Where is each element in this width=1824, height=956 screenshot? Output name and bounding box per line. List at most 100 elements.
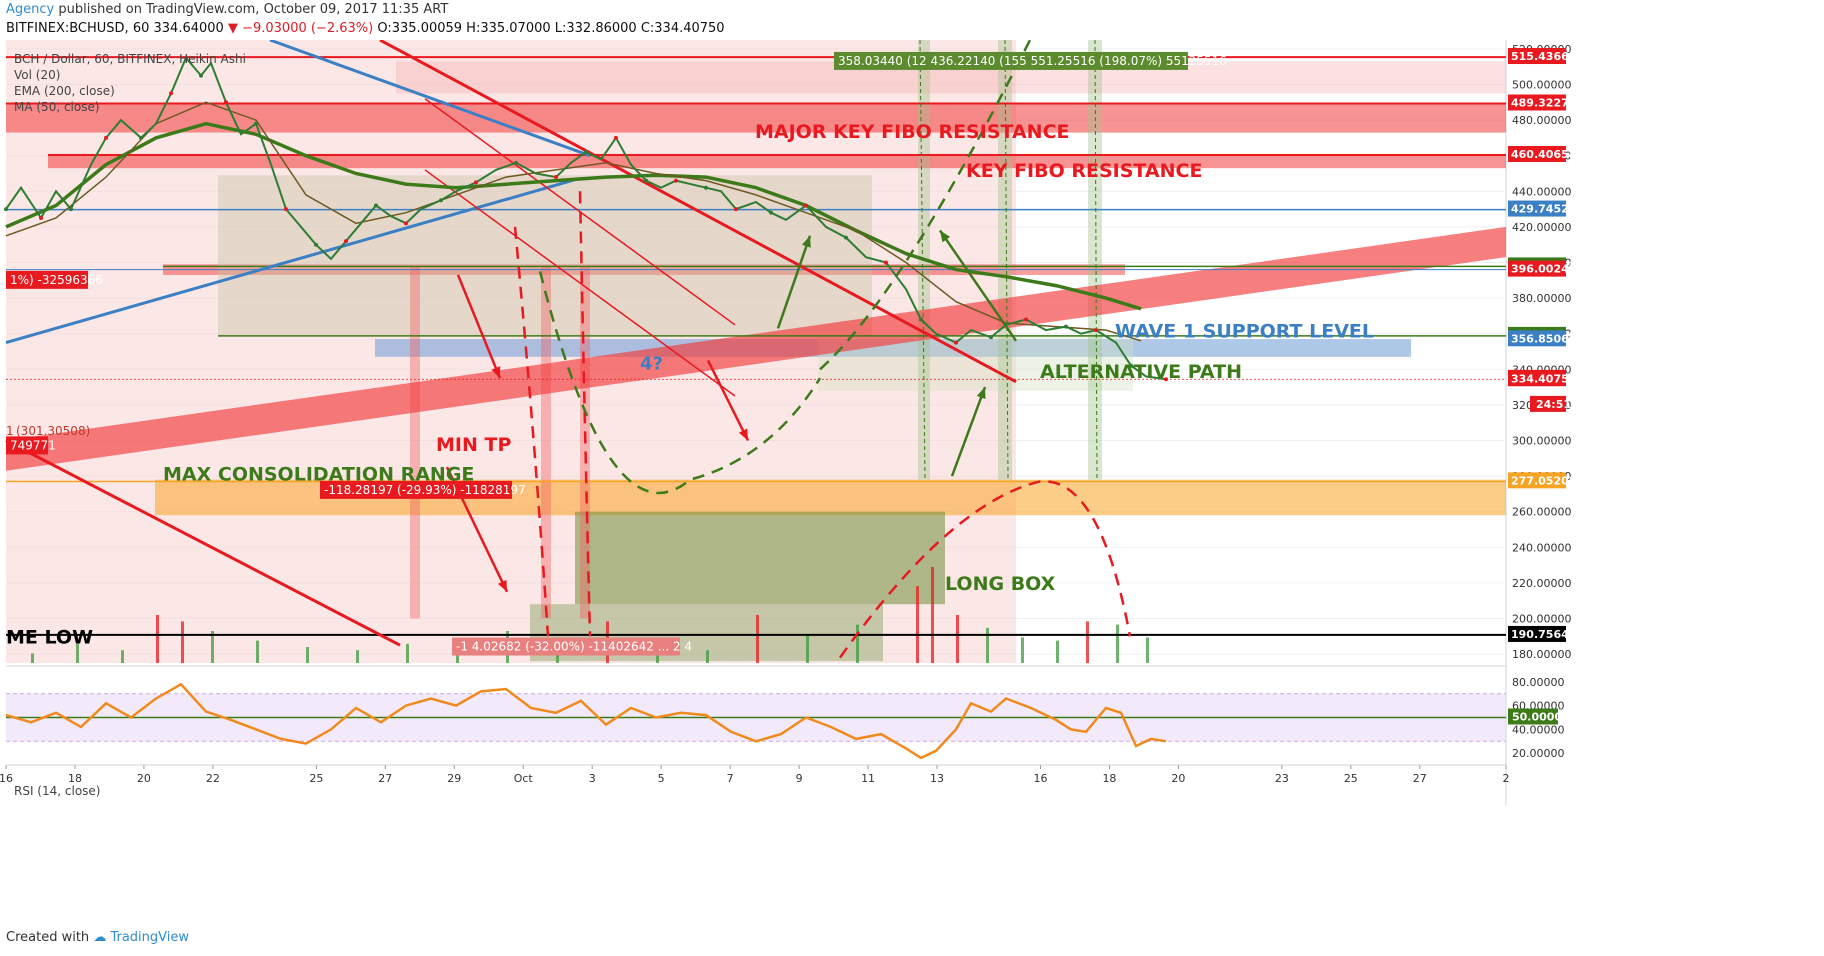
price-point: [139, 135, 143, 140]
neg-flag-label-bg: [6, 270, 88, 289]
x-tick-label: 20: [1171, 772, 1185, 785]
rsi-tick-label: 80.00000: [1512, 676, 1565, 689]
ema200-line: [5, 121, 1142, 311]
x-tick-label: 23: [1275, 772, 1289, 785]
arrow-red-1-head: [491, 366, 501, 379]
price-point: [104, 135, 108, 140]
y-tick-label: 420.00000: [1512, 221, 1572, 234]
measure-green-label-bg: [834, 51, 1188, 70]
x-tick-label: 20: [137, 772, 151, 785]
y-tick-label: 260.00000: [1512, 506, 1572, 519]
price-point: [4, 207, 8, 212]
annotations: MAJOR KEY FIBO RESISTANCE KEY FIBO RESIST…: [6, 51, 1374, 656]
x-tick-label: 18: [68, 772, 82, 785]
price-tag-label: 396.00247: [1511, 263, 1576, 276]
x-tick-label: 3: [589, 772, 596, 785]
arrow-green-1: [776, 235, 812, 329]
price-point: [704, 185, 708, 190]
measure-bottom-label-bg: [452, 637, 680, 656]
volume-bar: [856, 624, 859, 663]
price-series: [4, 55, 1168, 382]
y-tick-label: 380.00000: [1512, 292, 1572, 305]
ma50-line: [5, 101, 1142, 342]
arrow-green-3: [950, 386, 987, 477]
x-tick-label: 5: [658, 772, 665, 785]
y-tick-label: 300.00000: [1512, 435, 1572, 448]
neg-flag2-label: 749771: [10, 438, 56, 452]
rsi-line: [5, 682, 1167, 760]
chart[interactable]: MAJOR KEY FIBO RESISTANCE KEY FIBO RESIST…: [0, 40, 1824, 940]
volume-bar: [916, 586, 919, 663]
x-tick-label: 27: [1413, 772, 1427, 785]
price-axis: 180.00000 200.00000 220.00000 240.00000 260.…: [1508, 43, 1577, 760]
price-point: [404, 221, 408, 226]
fib1-label: (301.30508): [16, 424, 90, 438]
price-point: [554, 175, 558, 180]
legend-vol: Vol (20): [14, 68, 60, 82]
change-down-icon: ▼: [227, 21, 238, 36]
symbol-label: BITFINEX:BCHUSD, 60: [6, 21, 150, 36]
price-point: [1129, 363, 1133, 368]
volume-bar: [1021, 637, 1024, 663]
rsi-mid-tag-bg: [1508, 708, 1558, 725]
countdown-label: 24:51: [1536, 398, 1571, 411]
price-point: [614, 135, 618, 140]
volume-bar: [456, 650, 459, 663]
legend-ema: EMA (200, close): [14, 84, 115, 98]
price-point: [374, 203, 378, 208]
price-tag-bg: [1508, 370, 1566, 387]
volume-bar: [76, 643, 79, 663]
symbol-header: BITFINEX:BCHUSD, 60 334.64000 ▼ −9.03000…: [6, 21, 725, 36]
legend-rsi: RSI (14, close): [14, 784, 100, 798]
price-point: [989, 335, 993, 340]
price-point: [954, 340, 958, 345]
red-downtrend-line: [379, 40, 1017, 384]
agency-link[interactable]: Agency: [6, 2, 55, 17]
x-tick-label: Oct: [514, 772, 534, 785]
arrow-green-3-head: [976, 387, 986, 400]
key-fibo-band: [48, 153, 1506, 169]
tradingview-link[interactable]: TradingView: [110, 930, 189, 945]
y-tick-label: 500.00000: [1512, 79, 1572, 92]
tradingview-logo-icon: ☁: [93, 930, 107, 945]
price-tag-bg: [1508, 260, 1566, 277]
volume-bar: [306, 647, 309, 663]
price-tag-bg: [1508, 200, 1566, 217]
x-tick-label: 16: [0, 772, 13, 785]
price-point: [674, 178, 678, 183]
rising-red-channel: [6, 226, 1506, 471]
price-label: 334.64000: [153, 21, 224, 36]
footer: Created with ☁ TradingView: [6, 930, 189, 945]
green-dash-rise: [819, 40, 1032, 371]
price-tag-label: 356.85065: [1511, 332, 1576, 345]
price-tag-label: 277.05202: [1511, 474, 1576, 487]
price-tag-label: 190.75646: [1511, 628, 1577, 641]
arrow-green-2-head: [940, 230, 951, 243]
price-tag-bg: [1508, 94, 1566, 111]
volume-bar: [31, 653, 34, 663]
volume-bar: [1086, 621, 1089, 663]
long-box-label: LONG BOX: [945, 573, 1056, 595]
green-dash-bowl: [538, 271, 822, 495]
wave1-label: WAVE 1 SUPPORT LEVEL: [1115, 320, 1374, 342]
volume-bar: [1146, 637, 1149, 663]
volume-bar: [806, 634, 809, 663]
x-tick-label: 16: [1033, 772, 1047, 785]
volume-bar: [931, 567, 934, 663]
channel-bottom-line: [424, 169, 736, 397]
price-tag-label: 515.43664: [1511, 50, 1577, 63]
price-line: [5, 55, 1167, 381]
price-point: [1024, 317, 1028, 322]
x-tick-label: 25: [1344, 772, 1358, 785]
price-point: [344, 239, 348, 244]
price-point: [734, 207, 738, 212]
long-box: [575, 511, 945, 605]
published-text: published on TradingView.com, October 09…: [58, 2, 449, 17]
volume-bar: [121, 650, 124, 663]
drawing-boxes: [6, 40, 1506, 663]
price-point: [199, 73, 203, 78]
price-point: [644, 178, 648, 183]
countdown-bg: [1530, 395, 1566, 412]
volume-bar: [756, 615, 759, 663]
legend-ma: MA (50, close): [14, 100, 100, 114]
